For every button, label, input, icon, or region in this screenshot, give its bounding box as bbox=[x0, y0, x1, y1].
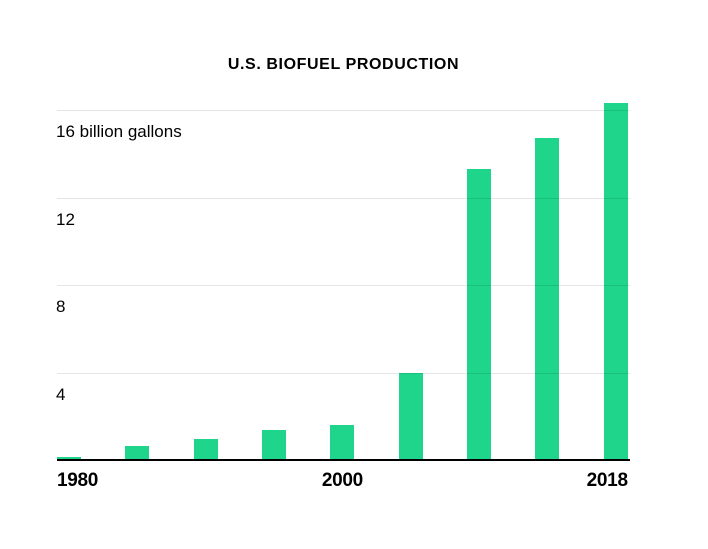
bar-1990 bbox=[193, 439, 218, 461]
bar-2010 bbox=[467, 169, 492, 461]
bar-2000 bbox=[330, 424, 355, 461]
y-tick-label-12: 12 bbox=[56, 209, 75, 229]
chart-title: U.S. BIOFUEL PRODUCTION bbox=[227, 56, 460, 73]
x-axis-line bbox=[57, 459, 630, 461]
y-tick-label-16: 16 billion gallons bbox=[56, 121, 182, 141]
bar-1985 bbox=[125, 445, 150, 461]
bar-1980 bbox=[57, 456, 81, 461]
y-tick-label-8: 8 bbox=[56, 297, 66, 317]
gridline-16 bbox=[57, 109, 630, 111]
bar-2015 bbox=[535, 138, 560, 461]
x-axis-labels: 1980 2000 2018 bbox=[57, 470, 630, 496]
bar-1995 bbox=[262, 430, 287, 461]
x-tick-label-1980: 1980 bbox=[57, 470, 99, 491]
bar-2018 bbox=[603, 103, 628, 461]
gridline-4 bbox=[57, 373, 630, 375]
bar-2005 bbox=[398, 373, 423, 461]
plot-area: 16 billion gallons 12 8 4 bbox=[56, 0, 630, 461]
gridline-8 bbox=[57, 285, 630, 287]
x-tick-label-2018: 2018 bbox=[586, 470, 628, 491]
x-tick-label-2000: 2000 bbox=[321, 470, 363, 491]
y-tick-label-4: 4 bbox=[56, 385, 66, 405]
gridline-12 bbox=[57, 197, 630, 199]
